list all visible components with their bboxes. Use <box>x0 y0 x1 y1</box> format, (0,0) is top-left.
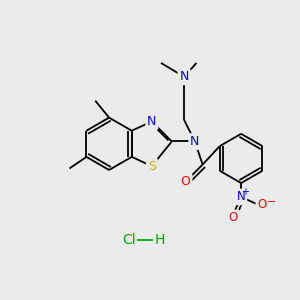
Text: O: O <box>181 175 190 188</box>
Text: −: − <box>266 196 276 206</box>
Text: H: H <box>155 233 165 247</box>
Text: O: O <box>257 198 266 211</box>
Text: N: N <box>147 115 157 128</box>
Text: +: + <box>241 187 249 196</box>
Text: N: N <box>237 190 245 203</box>
Text: O: O <box>229 211 238 224</box>
Text: S: S <box>148 160 156 172</box>
Text: Cl: Cl <box>122 233 136 247</box>
Text: N: N <box>179 70 189 83</box>
Text: N: N <box>190 135 200 148</box>
